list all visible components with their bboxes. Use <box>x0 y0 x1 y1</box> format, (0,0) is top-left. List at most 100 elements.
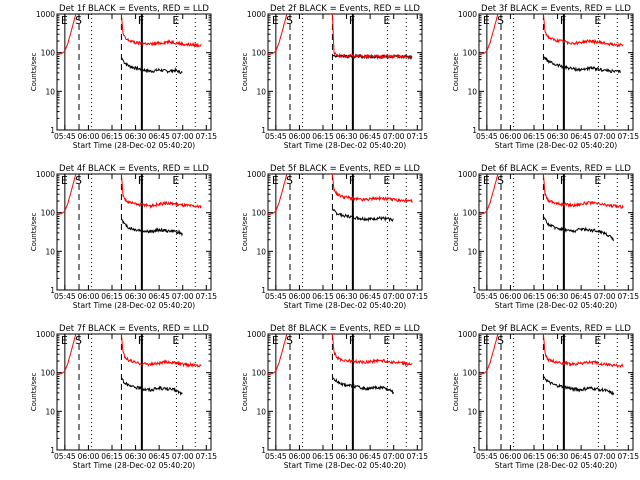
y-tick-label: 1 <box>472 286 477 295</box>
y-tick-label: 10 <box>256 247 266 256</box>
panel-title: Det 2f BLACK = Events, RED = LLD <box>270 4 420 14</box>
y-tick-label: 100 <box>463 49 478 58</box>
x-tick-label: 07:00 <box>383 132 405 141</box>
y-tick-label: 10 <box>256 407 266 416</box>
events-series-line <box>120 377 183 396</box>
y-tick-label: 1 <box>50 286 55 295</box>
marker-label: E <box>61 174 68 187</box>
marker-label: F <box>349 174 355 187</box>
plot-frame <box>56 173 212 291</box>
marker-label: E <box>172 334 179 347</box>
x-tick-label: 06:45 <box>570 292 592 301</box>
marker-label: S <box>75 14 82 27</box>
lld-series-line <box>331 173 413 204</box>
plot-frame <box>478 333 634 451</box>
events-series-line <box>542 216 614 242</box>
events-series-line <box>120 57 183 75</box>
marker-label: S <box>75 334 82 347</box>
x-tick-label: 06:45 <box>359 452 381 461</box>
y-tick-label: 1 <box>261 446 266 455</box>
y-axis-label: Counts/sec <box>241 373 249 412</box>
y-axis-label: Counts/sec <box>452 373 460 412</box>
lld-series-line <box>120 13 202 48</box>
lld-series-line <box>120 173 202 210</box>
x-tick-label: 05:45 <box>54 132 76 141</box>
y-tick-label: 1 <box>261 286 266 295</box>
x-tick-label: 06:15 <box>523 292 545 301</box>
x-tick-label: 07:15 <box>617 452 639 461</box>
x-tick-label: 07:15 <box>195 132 217 141</box>
x-tick-label: 06:45 <box>570 452 592 461</box>
plot-frame <box>478 173 634 291</box>
y-tick-label: 1000 <box>36 170 55 179</box>
marker-label: S <box>75 174 82 187</box>
x-tick-label: 05:45 <box>476 292 498 301</box>
y-tick-label: 1 <box>261 126 266 135</box>
lld-series-line <box>267 14 288 55</box>
panel-title: Det 1f BLACK = Events, RED = LLD <box>59 4 209 14</box>
marker-label: F <box>138 174 144 187</box>
plot-frame <box>267 333 423 451</box>
marker-label: F <box>560 14 566 27</box>
panel-det-5: Det 5f BLACK = Events, RED = LLD 1 10 100 10… <box>241 164 428 310</box>
x-tick-label: 07:00 <box>594 132 616 141</box>
lld-series-line <box>120 333 202 368</box>
events-series-line <box>543 56 621 74</box>
lld-series-line <box>331 333 413 367</box>
x-tick-label: 06:30 <box>336 452 358 461</box>
x-tick-label: 06:15 <box>523 132 545 141</box>
y-tick-label: 1 <box>50 446 55 455</box>
y-axis-label: Counts/sec <box>30 373 38 412</box>
x-tick-label: 05:45 <box>265 292 287 301</box>
marker-label: S <box>497 174 504 187</box>
marker-label: E <box>483 14 490 27</box>
x-axis-label: Start Time (28-Dec-02 05:40:20) <box>284 461 406 470</box>
lld-series-line <box>478 174 499 215</box>
x-tick-label: 07:00 <box>594 452 616 461</box>
y-tick-label: 1000 <box>247 10 266 19</box>
y-tick-label: 100 <box>41 369 56 378</box>
panel-det-4: Det 4f BLACK = Events, RED = LLD 1 10 100 10… <box>30 164 217 310</box>
x-tick-label: 05:45 <box>265 132 287 141</box>
lld-series-line <box>542 333 624 369</box>
panel-det-1: Det 1f BLACK = Events, RED = LLD 1 10 100 10… <box>30 4 217 150</box>
x-axis-label: Start Time (28-Dec-02 05:40:20) <box>73 141 195 150</box>
marker-label: S <box>286 174 293 187</box>
marker-label: E <box>272 14 279 27</box>
lld-series-line <box>542 13 624 48</box>
x-tick-label: 07:00 <box>172 452 194 461</box>
x-tick-label: 06:15 <box>101 132 123 141</box>
x-tick-label: 06:00 <box>500 132 522 141</box>
lld-series-line <box>478 334 499 375</box>
lld-series-line <box>542 173 624 209</box>
x-tick-label: 07:15 <box>617 132 639 141</box>
x-axis-label: Start Time (28-Dec-02 05:40:20) <box>284 141 406 150</box>
marker-label: E <box>594 334 601 347</box>
events-series-line <box>332 208 394 223</box>
panel-title: Det 3f BLACK = Events, RED = LLD <box>481 4 631 14</box>
y-axis-label: Counts/sec <box>30 213 38 252</box>
y-tick-label: 10 <box>467 247 477 256</box>
x-tick-label: 06:00 <box>78 452 100 461</box>
lld-series-line <box>331 13 413 60</box>
lld-series-line <box>267 334 288 375</box>
y-tick-label: 1000 <box>458 330 477 339</box>
marker-label: E <box>594 174 601 187</box>
y-tick-label: 100 <box>463 209 478 218</box>
x-tick-label: 07:15 <box>617 292 639 301</box>
marker-label: E <box>61 334 68 347</box>
marker-label: S <box>497 334 504 347</box>
plot-frame <box>56 333 212 451</box>
x-tick-label: 06:30 <box>547 292 569 301</box>
x-tick-label: 07:15 <box>406 452 428 461</box>
y-axis-label: Counts/sec <box>452 213 460 252</box>
events-series-line <box>332 53 413 61</box>
lld-series-line <box>56 334 77 375</box>
x-tick-label: 06:30 <box>336 292 358 301</box>
marker-label: E <box>61 14 68 27</box>
y-tick-label: 100 <box>463 369 478 378</box>
marker-label: F <box>138 334 144 347</box>
marker-label: E <box>483 334 490 347</box>
x-tick-label: 07:00 <box>172 132 194 141</box>
